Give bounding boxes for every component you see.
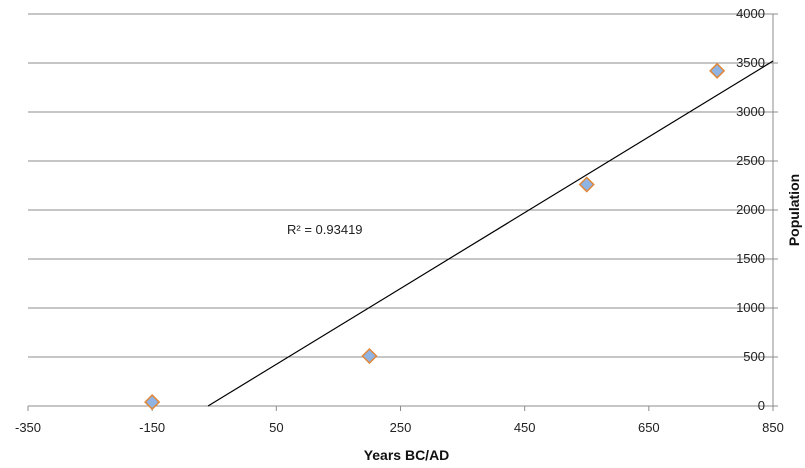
data-point bbox=[144, 394, 161, 411]
y-tick-labels: 0 500 1000 1500 2000 2500 3000 3500 4000 bbox=[736, 6, 765, 413]
y-tick-label: 0 bbox=[758, 398, 765, 413]
x-tick-label: -350 bbox=[15, 420, 41, 435]
axes bbox=[27, 13, 778, 411]
x-tick-labels: -350 -150 50 250 450 650 850 bbox=[15, 420, 784, 435]
y-tick-label: 3500 bbox=[736, 55, 765, 70]
x-axis-title: Years BC/AD bbox=[364, 447, 450, 463]
data-point bbox=[709, 62, 726, 79]
data-point bbox=[361, 347, 378, 365]
r-squared-annotation: R² = 0.93419 bbox=[287, 222, 363, 237]
x-tick-label: 650 bbox=[638, 420, 660, 435]
y-tick-label: 4000 bbox=[736, 6, 765, 21]
trendline bbox=[207, 60, 774, 407]
x-tick-label: -150 bbox=[139, 420, 165, 435]
trendline-group bbox=[207, 60, 774, 407]
x-tick-label: 450 bbox=[514, 420, 536, 435]
y-tick-label: 500 bbox=[743, 349, 765, 364]
y-axis-title: Population bbox=[786, 174, 802, 246]
gridlines bbox=[28, 13, 773, 358]
x-tick-label: 50 bbox=[269, 420, 283, 435]
x-tick-label: 250 bbox=[390, 420, 412, 435]
y-tick-label: 3000 bbox=[736, 104, 765, 119]
data-point bbox=[578, 176, 595, 193]
x-tick-label: 850 bbox=[762, 420, 784, 435]
y-tick-label: 2500 bbox=[736, 153, 765, 168]
y-tick-label: 2000 bbox=[736, 202, 765, 217]
y-tick-label: 1500 bbox=[736, 251, 765, 266]
data-points bbox=[144, 62, 726, 411]
y-tick-label: 1000 bbox=[736, 300, 765, 315]
